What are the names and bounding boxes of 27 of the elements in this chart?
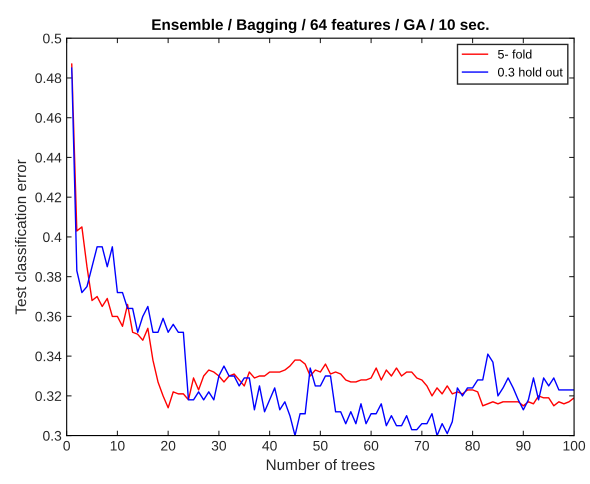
x-tick-label: 70 xyxy=(414,440,430,451)
x-tick-label: 20 xyxy=(161,440,176,451)
legend-label: 5- fold xyxy=(498,49,532,59)
y-tick-label: 0.42 xyxy=(35,192,62,202)
x-tick-label: 100 xyxy=(564,440,586,451)
x-tick-label: 40 xyxy=(262,440,277,451)
y-tick-label: 0.34 xyxy=(35,351,62,362)
y-tick-label: 0.3 xyxy=(43,430,62,441)
x-tick-label: 30 xyxy=(212,440,226,451)
x-tick-label: 10 xyxy=(110,440,125,451)
x-tick-label: 50 xyxy=(313,440,328,451)
x-tick-label: 60 xyxy=(364,440,378,451)
legend-label: 0.3 hold out xyxy=(498,67,563,77)
y-axis-title: Test classification error xyxy=(14,159,26,314)
y-tick-label: 0.48 xyxy=(35,73,62,84)
y-tick-label: 0.36 xyxy=(35,312,62,322)
y-tick-label: 0.4 xyxy=(43,232,62,242)
x-axis-title: Number of trees xyxy=(266,458,375,470)
y-tick-label: 0.5 xyxy=(43,34,62,44)
x-tick-label: 90 xyxy=(516,440,531,451)
y-tick-label: 0.46 xyxy=(35,113,62,123)
y-tick-label: 0.32 xyxy=(35,391,62,402)
y-tick-label: 0.44 xyxy=(35,152,62,163)
chart-title: Ensemble / Bagging / 64 features / GA / 10 sec. xyxy=(152,18,488,34)
y-tick-label: 0.38 xyxy=(35,272,62,282)
x-tick-label: 80 xyxy=(465,440,480,451)
x-tick-label: 0 xyxy=(63,440,70,451)
